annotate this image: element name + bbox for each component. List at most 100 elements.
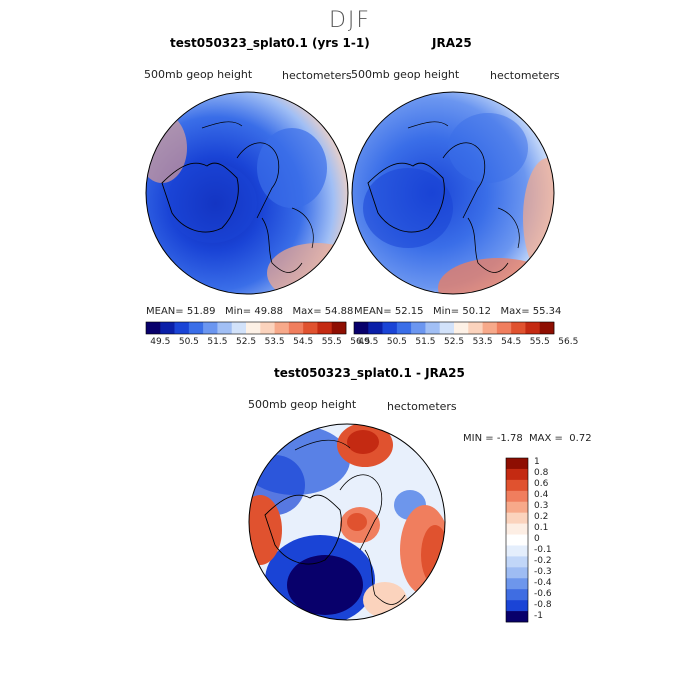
colorbar-difference-tick-label: -0.2 bbox=[534, 555, 552, 566]
colorbar-panel2-swatch bbox=[368, 322, 383, 334]
panel3-max-label: MAX = bbox=[529, 433, 563, 444]
panel1-min-value: 49.88 bbox=[254, 306, 283, 317]
colorbar-panel1-border bbox=[145, 321, 347, 335]
colorbar-panel1-tick-label: 53.5 bbox=[264, 337, 285, 347]
colorbar-difference-tick-label: 0.1 bbox=[534, 523, 549, 534]
map-panel2 bbox=[351, 91, 555, 295]
colorbar-panel1-tick-label: 49.5 bbox=[150, 337, 171, 347]
colorbar-panel2-swatch bbox=[511, 322, 526, 334]
colorbar-difference-tick-label: 0.6 bbox=[534, 479, 549, 490]
colorbar-difference-swatch bbox=[506, 567, 528, 579]
colorbar-panel2-swatch bbox=[525, 322, 541, 334]
colorbar-panel2-swatch bbox=[396, 322, 412, 334]
figure-title: DJF bbox=[328, 8, 372, 33]
colorbar-panel2-border bbox=[353, 321, 555, 335]
panel3-title: test050323_splat0.1 - JRA25 bbox=[274, 366, 465, 380]
panel1-min-label: Min= bbox=[225, 306, 252, 317]
panel2-max-label: Max= bbox=[500, 306, 530, 317]
panel2-stats: MEAN= 52.15 Min= 50.12 Max= 55.34 bbox=[354, 306, 561, 317]
colorbar-difference-swatch bbox=[506, 556, 528, 568]
colorbar-difference-tick-label: 1 bbox=[534, 457, 540, 468]
panel2-variable-label: 500mb geop height bbox=[351, 68, 460, 81]
colorbar-difference-tick-label: 0.2 bbox=[534, 512, 549, 523]
panel2-mean-label: MEAN= bbox=[354, 306, 392, 317]
colorbar-panel1-tick-label: 54.5 bbox=[293, 337, 314, 347]
panel1-stats: MEAN= 51.89 Min= 49.88 Max= 54.88 bbox=[146, 306, 353, 317]
colorbar-difference-tick-label: 0.3 bbox=[534, 501, 549, 512]
panel3-units-label: hectometers bbox=[387, 400, 457, 413]
colorbar-difference-swatch bbox=[506, 490, 528, 503]
colorbar-difference-tick-label: -0.6 bbox=[534, 588, 552, 599]
colorbar-difference-labels: 1 0.8 0.6 0.4 0.3 0.2 0.1 0 -0.1 -0.2 -0.3 -0.4 -0.6… bbox=[534, 457, 574, 622]
colorbar-panel1-swatch bbox=[317, 322, 333, 334]
colorbar-difference-swatch bbox=[506, 578, 528, 590]
colorbar-difference-swatch bbox=[506, 534, 528, 546]
colorbar-difference-swatch bbox=[506, 479, 528, 492]
colorbar-difference-swatch bbox=[506, 458, 528, 470]
colorbar-panel1-swatch bbox=[174, 322, 190, 334]
panel1-max-label: Max= bbox=[292, 306, 322, 317]
colorbar-panel1 bbox=[145, 321, 347, 335]
colorbar-panel1-swatch bbox=[160, 322, 175, 334]
colorbar-difference-swatch bbox=[506, 523, 528, 535]
colorbar-panel1-swatch bbox=[146, 322, 161, 334]
map1-coastline-icon bbox=[161, 162, 239, 233]
panel2-mean-value: 52.15 bbox=[394, 306, 424, 317]
colorbar-difference-swatch bbox=[506, 545, 528, 557]
panel1-mean-value: 51.89 bbox=[186, 306, 216, 317]
colorbar-panel2-swatch bbox=[496, 322, 512, 334]
panel2-units-label: hectometers bbox=[490, 69, 560, 82]
colorbar-difference-tick-label: 0 bbox=[534, 534, 540, 544]
colorbar-difference-tick-label: -1 bbox=[534, 610, 543, 621]
colorbar-panel2-swatch bbox=[482, 322, 498, 334]
panel3-stats: MIN = -1.78 MAX = 0.72 bbox=[463, 433, 592, 444]
colorbar-difference-tick-label: 0.8 bbox=[534, 468, 549, 479]
map3-coastline-icon bbox=[264, 494, 342, 565]
panel2-min-label: Min= bbox=[433, 306, 460, 317]
colorbar-panel2-swatch bbox=[354, 322, 369, 334]
colorbar-difference-tick-label: -0.1 bbox=[534, 544, 552, 555]
colorbar-panel1-swatch bbox=[203, 322, 218, 334]
panel2-title: JRA25 bbox=[432, 36, 472, 50]
panel1-title: test050323_splat0.1 (yrs 1-1) bbox=[170, 36, 370, 50]
colorbar-panel2-tick-label: 53.5 bbox=[472, 337, 493, 347]
panel3-min-label: MIN = bbox=[463, 433, 494, 444]
colorbar-panel1-swatch bbox=[246, 322, 261, 334]
colorbar-panel2-swatch bbox=[382, 322, 398, 334]
colorbar-panel1-swatch bbox=[303, 322, 318, 334]
colorbar-panel1-swatch bbox=[260, 322, 275, 334]
colorbar-panel2-swatch bbox=[454, 322, 469, 334]
map-panel3-difference bbox=[248, 423, 446, 621]
colorbar-panel1-swatch bbox=[288, 322, 304, 334]
colorbar-difference-border bbox=[505, 457, 529, 623]
panel1-variable-label: 500mb geop height bbox=[144, 68, 253, 81]
colorbar-difference-tick-label: -0.3 bbox=[534, 566, 552, 577]
colorbar-panel2-tick-label: 56.5 bbox=[558, 337, 579, 347]
panel2-min-value: 50.12 bbox=[462, 306, 491, 317]
colorbar-panel2-tick-label: 50.5 bbox=[386, 337, 407, 347]
colorbar-difference-tick-label: -0.4 bbox=[534, 577, 552, 588]
colorbar-panel2-tick-label: 55.5 bbox=[529, 337, 550, 347]
panel1-mean-label: MEAN= bbox=[146, 306, 184, 317]
colorbar-panel1-swatch bbox=[217, 322, 233, 334]
colorbar-panel1-labels: 49.5 50.5 51.5 52.5 53.5 54.5 55.5 56.5 bbox=[146, 337, 370, 349]
panel1-max-value: 54.88 bbox=[324, 306, 354, 317]
colorbar-difference-swatch bbox=[506, 611, 528, 623]
colorbar-panel1-swatch bbox=[274, 322, 290, 334]
colorbar-panel1-swatch bbox=[331, 322, 347, 334]
colorbar-panel2-tick-label: 51.5 bbox=[415, 337, 436, 347]
map2-coastline-icon bbox=[367, 162, 445, 233]
colorbar-panel2-labels: 49.5 50.5 51.5 52.5 53.5 54.5 55.5 56.5 bbox=[354, 337, 578, 349]
colorbar-panel2-swatch bbox=[539, 322, 555, 334]
colorbar-panel1-tick-label: 56.5 bbox=[350, 337, 371, 347]
panel3-variable-label: 500mb geop height bbox=[248, 398, 357, 411]
colorbar-difference-swatch bbox=[506, 501, 528, 513]
panel3-max-value: 0.72 bbox=[569, 433, 592, 444]
colorbar-panel1-tick-label: 51.5 bbox=[207, 337, 228, 347]
colorbar-panel1-swatch bbox=[231, 322, 247, 334]
panel1-units-label: hectometers bbox=[282, 69, 352, 82]
colorbar-panel2-tick-label: 52.5 bbox=[444, 337, 465, 347]
colorbar-panel2-swatch bbox=[439, 322, 455, 334]
panel2-max-value: 55.34 bbox=[532, 306, 562, 317]
colorbar-panel2 bbox=[353, 321, 555, 335]
